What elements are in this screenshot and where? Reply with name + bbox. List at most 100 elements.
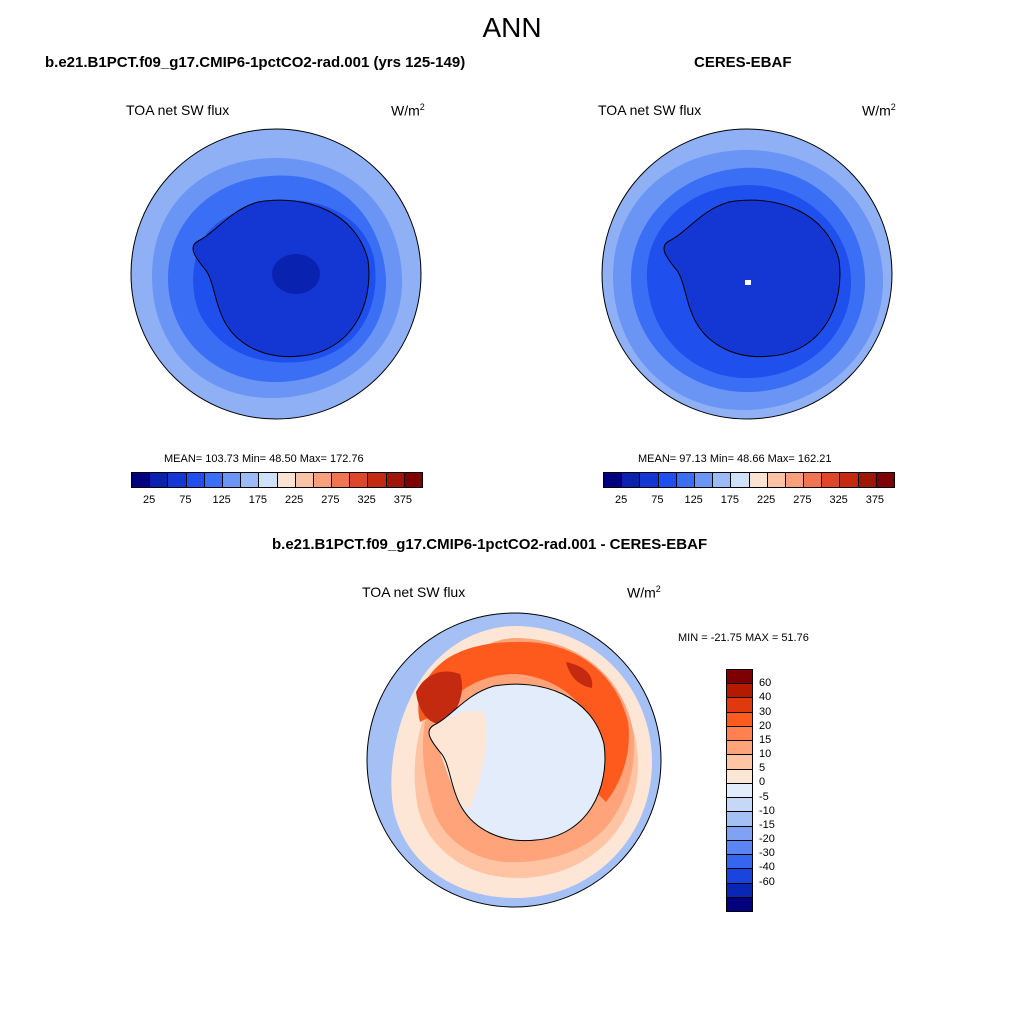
colorbar-box (404, 473, 422, 487)
colorbar-box (150, 473, 169, 487)
colorbar-box (622, 473, 641, 487)
obs-stats: MEAN= 97.13 Min= 48.66 Max= 162.21 (638, 453, 832, 465)
diff-stats: MIN = -21.75 MAX = 51.76 (678, 632, 809, 644)
colorbar-tick-label: 375 (865, 494, 885, 506)
model-colorbar-ticks: 25 75 125 175 225 275 325 375 (131, 494, 421, 508)
colorbar-box (386, 473, 405, 487)
colorbar-tick-label: -10 (759, 804, 775, 817)
colorbar-tick-label: 25 (615, 494, 628, 506)
colorbar-tick-label: -40 (759, 861, 775, 874)
colorbar-box (241, 473, 260, 487)
diff-polar-map (366, 612, 662, 908)
colorbar-box (313, 473, 333, 487)
colorbar-tick-label: 5 (759, 762, 766, 775)
model-stats: MEAN= 103.73 Min= 48.50 Max= 172.76 (164, 453, 364, 465)
colorbar-box (727, 840, 752, 856)
obs-polar-map (601, 128, 893, 420)
colorbar-tick-label: -20 (759, 833, 775, 846)
colorbar-tick-label: 30 (759, 705, 772, 718)
colorbar-tick-label: 175 (248, 494, 268, 506)
colorbar-box (727, 783, 752, 799)
main-title: ANN (482, 12, 542, 43)
colorbar-tick-label: 325 (357, 494, 376, 506)
colorbar-box (858, 473, 877, 487)
colorbar-box (727, 798, 752, 813)
diff-panel-title: b.e21.B1PCT.f09_g17.CMIP6-1pctCO2-rad.00… (272, 536, 708, 553)
colorbar-box (731, 473, 750, 487)
colorbar-box (727, 726, 752, 742)
colorbar-box (727, 869, 752, 884)
colorbar-tick-label: 275 (793, 494, 812, 506)
colorbar-box (658, 473, 677, 487)
colorbar-box (727, 698, 752, 713)
obs-variable-label: TOA net SW flux (598, 102, 702, 118)
colorbar-box (132, 473, 151, 487)
colorbar-box (767, 473, 786, 487)
model-variable-label: TOA net SW flux (126, 102, 230, 118)
diff-variable-label: TOA net SW flux (362, 584, 466, 600)
colorbar-box (604, 473, 623, 487)
colorbar-box (727, 684, 752, 699)
colorbar-tick-label: 375 (393, 494, 413, 506)
obs-colorbar-ticks: 25 75 125 175 225 275 325 375 (603, 494, 893, 508)
colorbar-box (727, 712, 752, 727)
colorbar-tick-label: -5 (759, 790, 769, 803)
colorbar-box (727, 670, 752, 685)
colorbar-tick-label: 275 (321, 494, 340, 506)
model-polar-map (130, 128, 422, 420)
model-panel-title: b.e21.B1PCT.f09_g17.CMIP6-1pctCO2-rad.00… (45, 54, 466, 71)
colorbar-tick-label: 20 (759, 719, 772, 732)
colorbar-box (295, 473, 314, 487)
colorbar-tick-label: 125 (684, 494, 703, 506)
colorbar-box (368, 473, 387, 487)
colorbar-tick-label: -15 (759, 818, 775, 831)
colorbar-box (350, 473, 369, 487)
model-colorbar (131, 472, 423, 488)
colorbar-box (640, 473, 659, 487)
diff-colorbar-ticks: 60 40 30 20 15 10 5 0 -5 -10 -15 -20 -30 -40 -60 (759, 669, 799, 910)
colorbar-tick-label: 125 (212, 494, 231, 506)
colorbar-box (727, 826, 752, 841)
colorbar-box (332, 473, 351, 487)
model-units-label: W/m2 (391, 102, 425, 119)
colorbar-tick-label: 60 (759, 677, 772, 690)
colorbar-box (840, 473, 859, 487)
colorbar-tick-label: 75 (179, 494, 192, 506)
colorbar-tick-label: 325 (829, 494, 848, 506)
colorbar-tick-label: 175 (720, 494, 740, 506)
colorbar-box (749, 473, 768, 487)
colorbar-tick-label: 25 (143, 494, 156, 506)
colorbar-box (204, 473, 223, 487)
colorbar-box (822, 473, 841, 487)
colorbar-box (694, 473, 714, 487)
colorbar-box (727, 755, 752, 770)
colorbar-tick-label: 0 (759, 776, 766, 789)
colorbar-box (676, 473, 695, 487)
colorbar-box (727, 769, 752, 784)
colorbar-box (804, 473, 823, 487)
colorbar-box (727, 897, 752, 911)
diff-colorbar (726, 669, 753, 912)
obs-colorbar (603, 472, 895, 488)
colorbar-tick-label: 225 (756, 494, 776, 506)
colorbar-box (727, 883, 752, 898)
colorbar-box (727, 855, 752, 870)
colorbar-box (259, 473, 278, 487)
colorbar-box (168, 473, 187, 487)
colorbar-tick-label: 15 (759, 733, 772, 746)
diff-units-label: W/m2 (627, 584, 661, 601)
colorbar-tick-label: -60 (759, 875, 775, 888)
obs-panel-title: CERES-EBAF (694, 54, 792, 71)
colorbar-tick-label: 10 (759, 748, 772, 761)
colorbar-box (222, 473, 242, 487)
colorbar-box (713, 473, 732, 487)
colorbar-tick-label: 75 (651, 494, 664, 506)
colorbar-box (785, 473, 805, 487)
colorbar-box (186, 473, 205, 487)
colorbar-box (727, 741, 752, 756)
colorbar-box (277, 473, 296, 487)
colorbar-box (727, 812, 752, 827)
obs-units-label: W/m2 (862, 102, 896, 119)
colorbar-tick-label: -30 (759, 847, 775, 860)
colorbar-tick-label: 225 (284, 494, 304, 506)
